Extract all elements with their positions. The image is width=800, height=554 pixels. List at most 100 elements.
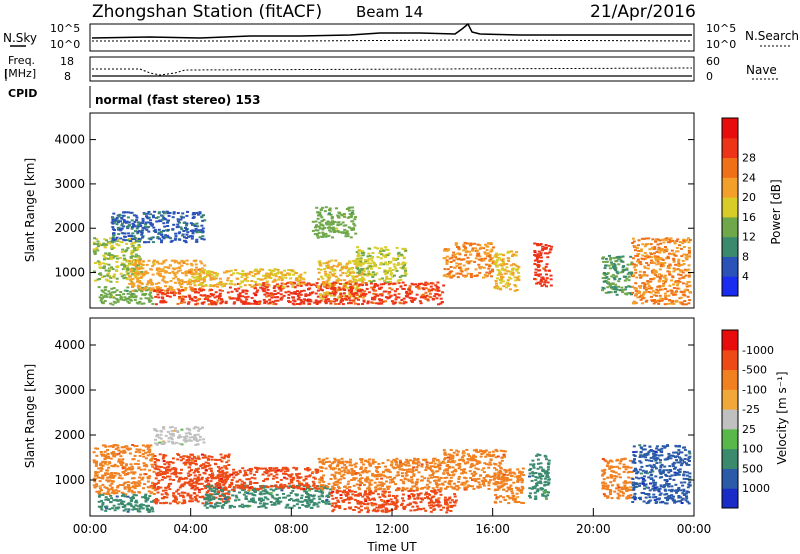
velocity-cell: [307, 487, 310, 490]
power-cell: [650, 256, 654, 259]
power-cell: [640, 275, 644, 278]
velocity-cell: [181, 502, 185, 505]
power-cell: [316, 295, 320, 298]
velocity-cell: [287, 486, 291, 489]
power-cell: [282, 285, 286, 288]
power-cell: [241, 270, 245, 272]
velocity-cell: [112, 476, 116, 478]
power-cell: [146, 221, 150, 224]
velocity-cell: [194, 460, 197, 462]
power-cell: [500, 273, 503, 276]
velocity-cell: [190, 487, 194, 490]
power-cell: [546, 252, 550, 255]
velocity-cell: [261, 473, 265, 476]
power-cell: [361, 280, 365, 283]
velocity-cell: [138, 507, 142, 510]
power-cell: [361, 250, 365, 253]
velocity-cell: [227, 493, 231, 496]
velocity-cell: [253, 487, 257, 490]
velocity-cell: [267, 474, 271, 477]
power-cell: [217, 282, 221, 284]
power-cell: [638, 274, 642, 277]
power-cell: [601, 289, 604, 292]
power-cell: [488, 259, 492, 262]
power-cell: [687, 255, 691, 258]
power-cell: [384, 273, 388, 275]
power-region-13: [631, 237, 692, 306]
power-cell: [274, 293, 278, 295]
power-cell: [428, 295, 432, 298]
power-cell: [160, 230, 164, 233]
power-cell: [541, 248, 545, 250]
velocity-cell: [95, 474, 99, 477]
velocity-cell: [253, 477, 257, 480]
velocity-cell: [191, 457, 194, 460]
power-cell: [315, 282, 319, 285]
power-cell: [333, 297, 337, 300]
power-cell: [630, 261, 634, 264]
power-cell: [261, 268, 265, 271]
power-cell: [371, 298, 374, 301]
power-cell: [248, 284, 252, 286]
power-cell: [673, 241, 677, 244]
velocity-cell: [157, 468, 161, 471]
velocity-cell: [259, 505, 263, 508]
power-cell: [652, 302, 656, 305]
power-cell: [455, 257, 459, 260]
velocity-cell: [289, 478, 293, 481]
power-cell: [431, 298, 435, 301]
power-cell: [133, 289, 137, 292]
power-cell: [464, 246, 468, 249]
power-cell: [355, 259, 359, 262]
power-cell: [122, 211, 126, 214]
power-cell: [396, 257, 399, 260]
velocity-cell: [156, 491, 160, 494]
velocity-cell: [412, 489, 416, 492]
velocity-cell: [215, 502, 219, 505]
power-cell: [120, 297, 123, 300]
velocity-cell: [114, 448, 118, 451]
power-cell: [198, 236, 202, 239]
power-cell: [458, 267, 461, 269]
power-cell: [540, 284, 544, 287]
power-cell: [196, 302, 200, 305]
power-cell: [386, 263, 389, 266]
power-cell: [218, 294, 222, 297]
power-cell: [644, 255, 648, 258]
power-cell: [325, 282, 329, 285]
velocity-cell: [98, 494, 102, 497]
velocity-cell: [174, 496, 178, 499]
velocity-cell: [328, 493, 332, 496]
power-cell: [253, 269, 257, 272]
power-cell: [202, 268, 206, 271]
velocity-cell: [302, 488, 306, 491]
power-cell: [652, 272, 656, 275]
power-cell: [608, 285, 612, 287]
power-cell: [357, 289, 361, 292]
power-cell: [209, 276, 213, 279]
velocity-cell: [165, 501, 168, 504]
power-cell: [130, 273, 134, 276]
velocity-cell: [100, 489, 103, 492]
velocity-cell: [259, 500, 263, 503]
velocity-cell: [181, 491, 184, 494]
velocity-cell: [395, 494, 399, 497]
power-cell: [138, 222, 142, 225]
velocity-cell: [143, 495, 147, 498]
power-cell: [480, 266, 484, 269]
power-cell: [172, 294, 176, 297]
power-cell: [276, 299, 280, 302]
power-cell: [132, 235, 136, 238]
velocity-cell: [222, 483, 226, 486]
power-cell: [243, 284, 247, 287]
power-cell: [450, 256, 454, 259]
power-cell: [180, 279, 184, 282]
power-cell: [130, 243, 134, 245]
power-cell: [675, 240, 679, 243]
velocity-cell: [206, 485, 210, 488]
power-cell: [193, 288, 197, 291]
power-colorbar-segment: [722, 216, 738, 238]
power-cell: [195, 275, 199, 278]
power-cell: [612, 257, 616, 260]
velocity-cell: [339, 497, 343, 500]
